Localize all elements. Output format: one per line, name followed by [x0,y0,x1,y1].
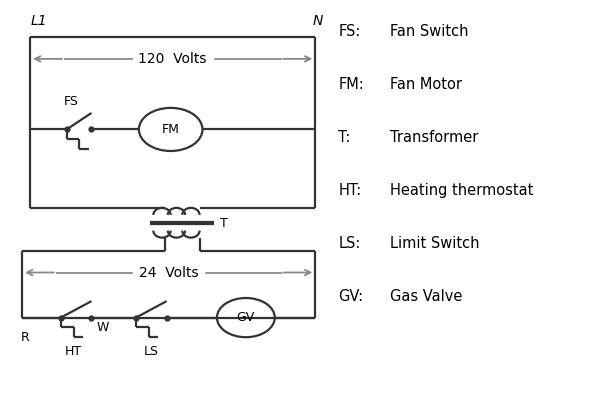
Text: FM: FM [162,123,179,136]
Text: LS:: LS: [338,236,360,251]
Text: L1: L1 [30,14,47,28]
Text: Fan Motor: Fan Motor [391,77,463,92]
Text: Heating thermostat: Heating thermostat [391,183,534,198]
Text: Fan Switch: Fan Switch [391,24,469,39]
Text: HT: HT [65,345,82,358]
Text: FM:: FM: [338,77,364,92]
Text: R: R [21,331,30,344]
Text: LS: LS [144,345,159,358]
Text: N: N [312,14,323,28]
Text: FS:: FS: [338,24,360,39]
Text: GV:: GV: [338,288,363,304]
Text: Transformer: Transformer [391,130,478,145]
Text: Gas Valve: Gas Valve [391,288,463,304]
Text: T:: T: [338,130,350,145]
Text: HT:: HT: [338,183,362,198]
Text: 120  Volts: 120 Volts [139,52,207,66]
Text: W: W [96,321,109,334]
Text: 24  Volts: 24 Volts [139,266,198,280]
Text: T: T [220,217,228,230]
Text: FS: FS [64,95,78,108]
Text: GV: GV [237,311,255,324]
Text: Limit Switch: Limit Switch [391,236,480,251]
